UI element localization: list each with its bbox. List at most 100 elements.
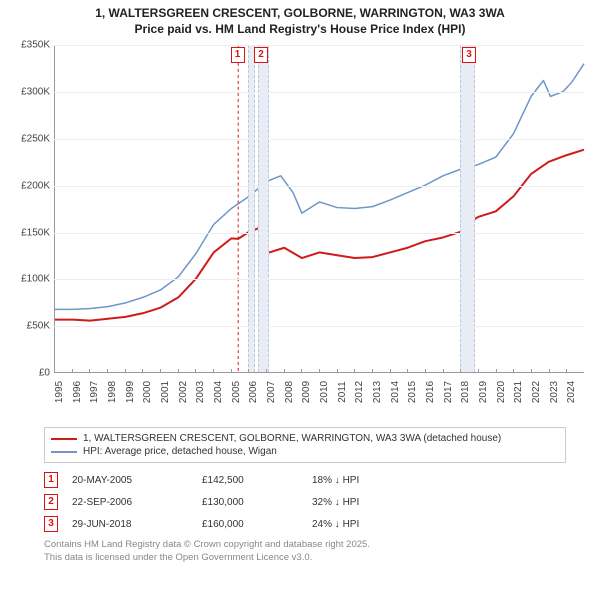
x-axis-label: 2008 <box>284 381 295 403</box>
footnote: Contains HM Land Registry data © Crown c… <box>44 539 566 564</box>
x-tick-mark <box>284 369 285 373</box>
x-tick-mark <box>125 369 126 373</box>
x-axis-label: 2001 <box>160 381 171 403</box>
y-axis-label: £350K <box>10 40 50 51</box>
transaction-marker: 2 <box>44 494 58 510</box>
legend: 1, WALTERSGREEN CRESCENT, GOLBORNE, WARR… <box>44 427 566 463</box>
marker-box: 2 <box>254 47 268 63</box>
x-axis-label: 2024 <box>566 381 577 403</box>
plot-region <box>54 45 584 373</box>
x-tick-mark <box>142 369 143 373</box>
x-tick-mark <box>354 369 355 373</box>
footnote-line-1: Contains HM Land Registry data © Crown c… <box>44 539 566 551</box>
x-tick-mark <box>460 369 461 373</box>
y-axis-label: £50K <box>10 321 50 332</box>
transaction-price: £160,000 <box>202 519 312 530</box>
transaction-marker: 3 <box>44 516 58 532</box>
x-tick-mark <box>178 369 179 373</box>
x-tick-mark <box>266 369 267 373</box>
x-tick-mark <box>337 369 338 373</box>
transaction-marker: 1 <box>44 472 58 488</box>
x-axis-label: 2003 <box>195 381 206 403</box>
x-axis-label: 2013 <box>372 381 383 403</box>
y-axis-label: £100K <box>10 274 50 285</box>
x-tick-mark <box>319 369 320 373</box>
x-tick-mark <box>425 369 426 373</box>
x-tick-mark <box>372 369 373 373</box>
x-axis-label: 2020 <box>496 381 507 403</box>
transactions-table: 120-MAY-2005£142,50018% ↓ HPI 2 22-SEP-200… <box>44 469 566 535</box>
transaction-row: 2 22-SEP-2006£130,00032% ↓ HPI <box>44 491 566 513</box>
x-tick-mark <box>407 369 408 373</box>
x-axis-label: 2021 <box>513 381 524 403</box>
title-line-1: 1, WALTERSGREEN CRESCENT, GOLBORNE, WARR… <box>10 6 590 22</box>
x-axis-label: 2004 <box>213 381 224 403</box>
transaction-row: 120-MAY-2005£142,50018% ↓ HPI <box>44 469 566 491</box>
footnote-line-2: This data is licensed under the Open Gov… <box>44 552 566 564</box>
x-axis-label: 2014 <box>390 381 401 403</box>
legend-swatch <box>51 451 77 453</box>
highlight-band <box>258 45 269 372</box>
x-axis-label: 1998 <box>107 381 118 403</box>
x-axis-label: 1995 <box>54 381 65 403</box>
x-axis-label: 2005 <box>231 381 242 403</box>
x-tick-mark <box>248 369 249 373</box>
legend-item: HPI: Average price, detached house, Wiga… <box>51 445 559 458</box>
transaction-date: 29-JUN-2018 <box>72 519 202 530</box>
x-tick-mark <box>478 369 479 373</box>
gridline <box>54 139 584 140</box>
x-tick-mark <box>160 369 161 373</box>
x-axis-label: 2019 <box>478 381 489 403</box>
x-axis-label: 2009 <box>301 381 312 403</box>
x-tick-mark <box>513 369 514 373</box>
legend-swatch <box>51 438 77 440</box>
highlight-band <box>248 45 255 372</box>
gridline <box>54 45 584 46</box>
x-axis-label: 2023 <box>549 381 560 403</box>
x-axis-label: 2002 <box>178 381 189 403</box>
marker-box: 1 <box>231 47 245 63</box>
x-axis-label: 1999 <box>125 381 136 403</box>
legend-label: HPI: Average price, detached house, Wiga… <box>83 446 277 457</box>
series-price_paid <box>55 150 584 321</box>
x-axis-label: 2007 <box>266 381 277 403</box>
x-axis-label: 2012 <box>354 381 365 403</box>
x-axis-label: 2011 <box>337 381 348 403</box>
marker-box: 3 <box>462 47 476 63</box>
x-tick-mark <box>531 369 532 373</box>
x-tick-mark <box>107 369 108 373</box>
gridline <box>54 92 584 93</box>
highlight-band <box>460 45 476 372</box>
transaction-delta: 18% ↓ HPI <box>312 475 402 486</box>
x-tick-mark <box>231 369 232 373</box>
x-tick-mark <box>54 369 55 373</box>
transaction-row: 329-JUN-2018£160,00024% ↓ HPI <box>44 513 566 535</box>
chart-area: £0£50K£100K£150K£200K£250K£300K£350K1995… <box>10 41 590 421</box>
gridline <box>54 326 584 327</box>
y-axis-label: £0 <box>10 368 50 379</box>
x-tick-mark <box>496 369 497 373</box>
x-axis-label: 1996 <box>72 381 83 403</box>
x-axis-label: 2016 <box>425 381 436 403</box>
x-tick-mark <box>89 369 90 373</box>
gridline <box>54 279 584 280</box>
transaction-delta: 32% ↓ HPI <box>312 497 402 508</box>
transaction-date: 22-SEP-2006 <box>72 497 202 508</box>
x-tick-mark <box>72 369 73 373</box>
legend-label: 1, WALTERSGREEN CRESCENT, GOLBORNE, WARR… <box>83 433 501 444</box>
legend-item: 1, WALTERSGREEN CRESCENT, GOLBORNE, WARR… <box>51 432 559 445</box>
x-axis-label: 2006 <box>248 381 259 403</box>
gridline <box>54 233 584 234</box>
x-axis-label: 2000 <box>142 381 153 403</box>
y-axis-label: £150K <box>10 227 50 238</box>
transaction-price: £130,000 <box>202 497 312 508</box>
x-tick-mark <box>390 369 391 373</box>
x-axis-label: 2010 <box>319 381 330 403</box>
x-axis-label: 1997 <box>89 381 100 403</box>
x-axis-label: 2018 <box>460 381 471 403</box>
x-axis-label: 2015 <box>407 381 418 403</box>
x-tick-mark <box>301 369 302 373</box>
x-tick-mark <box>195 369 196 373</box>
title-line-2: Price paid vs. HM Land Registry's House … <box>10 22 590 38</box>
x-tick-mark <box>443 369 444 373</box>
